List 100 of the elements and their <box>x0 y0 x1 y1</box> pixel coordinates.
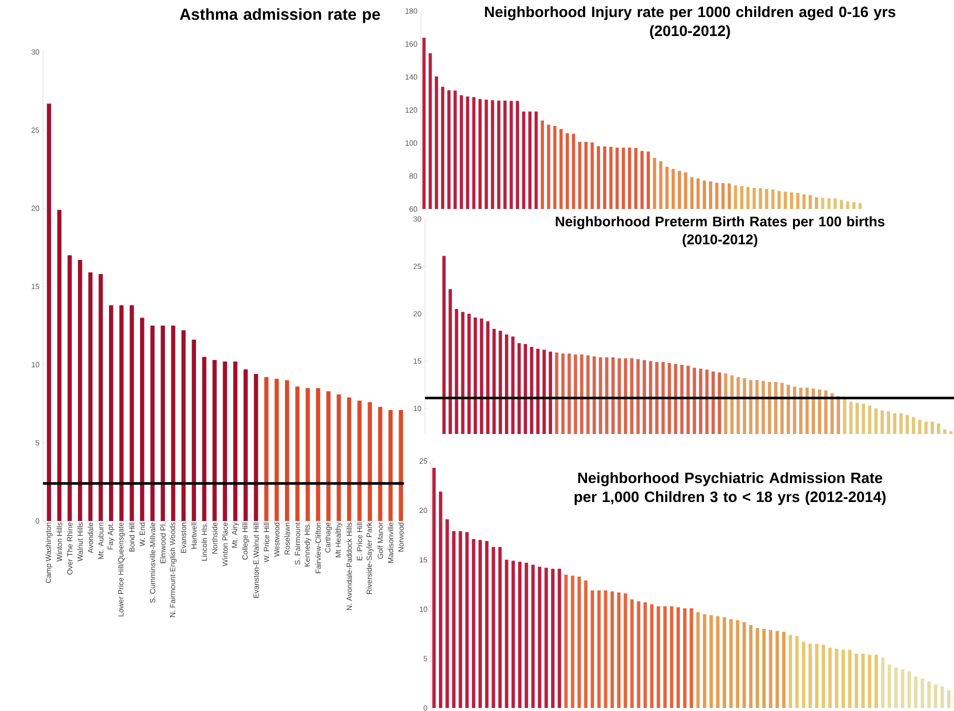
text: (2010-2012) <box>682 234 758 248</box>
bar <box>388 410 393 521</box>
bar <box>326 391 331 521</box>
bar <box>160 326 165 521</box>
bar <box>676 607 680 708</box>
bar <box>702 614 706 708</box>
bar <box>368 402 372 521</box>
bar <box>524 562 528 708</box>
bar <box>815 644 819 708</box>
bar <box>492 546 496 708</box>
bar <box>722 617 726 708</box>
bar <box>624 593 628 708</box>
bar <box>538 566 542 708</box>
bar <box>46 104 52 521</box>
bar <box>478 540 482 708</box>
bar <box>749 625 753 708</box>
bar <box>604 590 608 708</box>
bar <box>378 406 382 521</box>
bar <box>202 356 206 521</box>
bar <box>590 590 594 708</box>
bar <box>842 650 845 708</box>
bar <box>357 400 362 521</box>
bar <box>485 541 489 708</box>
bar <box>452 531 456 708</box>
bar <box>254 374 258 521</box>
bar <box>650 604 654 708</box>
bar <box>683 608 687 708</box>
bar <box>578 576 581 708</box>
bar <box>808 644 812 708</box>
bar <box>98 274 103 521</box>
chart-title: Neighborhood Injury rate per 1000 children aged 0-16 yrs <box>485 6 896 20</box>
bar <box>908 671 911 708</box>
chart-title: Asthma admission rate pe <box>180 8 380 24</box>
bar <box>617 592 621 708</box>
bar <box>788 634 792 708</box>
bar <box>934 684 938 708</box>
bar <box>736 620 740 708</box>
bar <box>512 560 515 708</box>
bar <box>222 362 228 521</box>
bar <box>822 644 826 708</box>
bar <box>438 492 442 708</box>
bar <box>834 648 838 708</box>
text: Neighborhood Psychiatric Admission Rate per 1,000 Children 3 to < 18 yrs (2012-2014) <box>574 472 886 506</box>
bar <box>802 642 806 708</box>
bar <box>900 669 904 708</box>
bar <box>854 654 858 708</box>
bar <box>150 326 155 521</box>
bar <box>782 632 786 708</box>
bar <box>171 326 176 521</box>
bar <box>558 568 562 708</box>
bar <box>690 608 694 708</box>
bar <box>551 568 555 708</box>
bar <box>57 210 62 521</box>
bar <box>920 678 924 708</box>
bar <box>88 272 92 521</box>
bar <box>316 388 320 521</box>
bar <box>212 360 217 521</box>
bar <box>914 676 918 708</box>
bar <box>776 630 779 708</box>
chart-title: Neighborhood Preterm Birth Rates per 100 births <box>556 216 884 230</box>
bar <box>295 386 300 521</box>
bar <box>888 664 892 708</box>
bar <box>947 690 951 708</box>
bar <box>742 622 746 708</box>
bar <box>584 580 588 708</box>
bar <box>244 369 248 521</box>
bar <box>570 576 574 708</box>
bar <box>670 606 674 708</box>
bar <box>848 650 852 708</box>
bar <box>504 560 508 708</box>
bar <box>874 654 878 708</box>
bar <box>78 260 82 521</box>
bar <box>881 658 885 708</box>
bar <box>347 397 352 521</box>
bar <box>306 388 310 521</box>
bar <box>940 686 944 708</box>
bar <box>610 591 614 708</box>
bar <box>544 568 548 708</box>
bar <box>636 601 640 708</box>
bar <box>284 380 290 521</box>
bar <box>446 519 449 708</box>
bar <box>192 340 196 521</box>
bar <box>68 255 72 521</box>
bar <box>140 318 144 521</box>
bar <box>458 531 462 708</box>
bar <box>472 539 476 708</box>
bar <box>756 628 760 708</box>
bar <box>109 305 114 521</box>
bar <box>868 654 872 708</box>
bar <box>130 305 134 521</box>
bar <box>716 616 720 708</box>
bar <box>768 630 772 708</box>
bar <box>264 377 268 521</box>
bar <box>644 602 647 708</box>
bar <box>233 362 238 521</box>
bar <box>710 615 713 708</box>
bar <box>336 394 341 521</box>
bar <box>518 562 522 708</box>
bar <box>656 606 660 708</box>
bar <box>119 305 124 521</box>
